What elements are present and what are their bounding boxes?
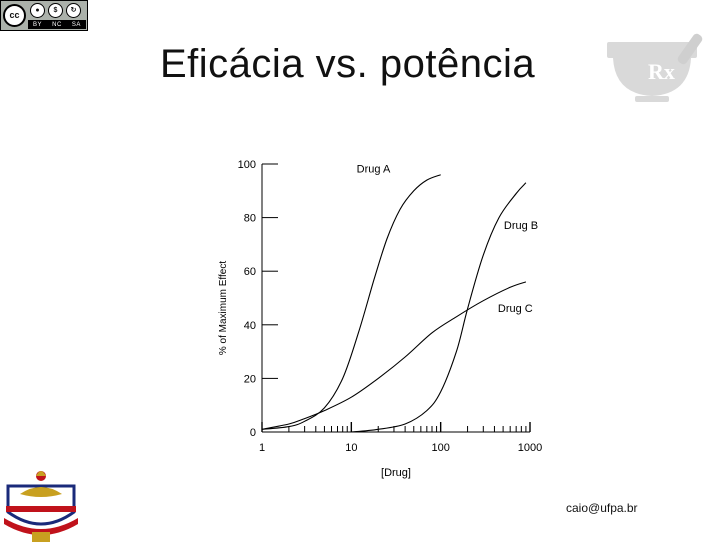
person-icon: ● xyxy=(30,3,45,18)
license-term-nc: NC xyxy=(52,21,62,28)
y-tick-label: 80 xyxy=(244,213,256,225)
rx-logo-text: Rx xyxy=(648,59,675,84)
x-tick-label: 100 xyxy=(431,442,449,454)
chart-curves xyxy=(261,174,527,433)
y-tick-label: 20 xyxy=(244,373,256,385)
license-term-by: BY xyxy=(33,21,43,28)
series-line-2 xyxy=(351,182,527,433)
no-dollar-icon: $ xyxy=(48,3,63,18)
university-crest-icon xyxy=(4,471,78,542)
license-badge[interactable]: cc ● $ ↻ BY NC SA xyxy=(0,0,88,31)
series-label-2: Drug B xyxy=(504,220,538,232)
series-label-1: Drug A xyxy=(357,164,391,176)
chart-axes xyxy=(261,163,531,433)
license-term-sa: SA xyxy=(71,21,81,28)
series-line-1 xyxy=(261,174,441,430)
series-label-3: Drug C xyxy=(498,303,533,315)
x-tick-label: 10 xyxy=(345,442,357,454)
dose-response-chart: 0 20 40 60 80 100 1 10 100 1000 [Drug] % of Maximum… xyxy=(218,159,542,479)
cc-icon: cc xyxy=(3,4,26,27)
y-tick-label: 40 xyxy=(244,320,256,332)
y-tick-label: 100 xyxy=(238,159,256,171)
x-tick-label: 1000 xyxy=(518,442,542,454)
slide-title: Eficácia vs. potência xyxy=(160,42,536,86)
y-tick-label: 0 xyxy=(250,427,256,439)
y-tick-label: 60 xyxy=(244,266,256,278)
x-axis-label: [Drug] xyxy=(381,467,411,479)
x-tick-label: 1 xyxy=(259,442,265,454)
mortar-pestle-rx-icon: Rx xyxy=(607,33,703,102)
chart-labels: 0 20 40 60 80 100 1 10 100 1000 [Drug] % of Maximum… xyxy=(218,159,542,479)
y-axis-label: % of Maximum Effect xyxy=(218,261,229,356)
license-terms-bar: BY NC SA xyxy=(28,20,86,29)
series-line-3 xyxy=(261,281,527,430)
author-email: caio@ufpa.br xyxy=(566,501,638,515)
share-alike-icon: ↻ xyxy=(66,3,81,18)
